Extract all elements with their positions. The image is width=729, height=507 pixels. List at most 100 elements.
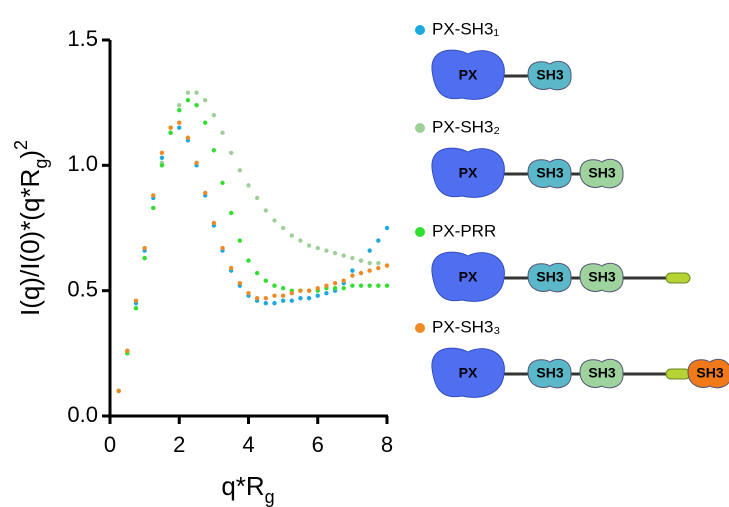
domain-label: SH3 [536, 269, 563, 285]
x-tick-label: 2 [173, 432, 185, 457]
data-point [350, 273, 355, 278]
sh3-domain [579, 158, 624, 189]
data-point [315, 245, 320, 251]
domain-label: SH3 [696, 365, 723, 381]
data-point [194, 90, 199, 95]
data-point [185, 135, 191, 140]
x-tick-label: 4 [242, 432, 254, 457]
data-point [177, 102, 182, 108]
data-point [350, 268, 355, 273]
data-point [324, 283, 329, 288]
data-point [341, 285, 346, 291]
data-point [263, 301, 269, 306]
data-point [367, 248, 372, 253]
data-point [228, 210, 234, 216]
y-tick-label: 1.0 [67, 151, 98, 176]
data-point [151, 205, 156, 211]
data-point [341, 278, 346, 283]
legend-label: PX-SH3₃ [432, 317, 500, 336]
data-point [228, 150, 234, 155]
data-point [168, 130, 173, 135]
data-point [332, 280, 338, 286]
data-point [133, 298, 139, 303]
x-axis-label-part: g [265, 487, 275, 507]
data-point [384, 225, 390, 231]
legend-marker [415, 25, 425, 35]
y-axis-label-part: 2 [11, 140, 31, 150]
data-point [280, 293, 286, 298]
data-point [306, 288, 312, 293]
data-point [332, 250, 338, 256]
data-point [211, 220, 217, 226]
data-point [367, 260, 372, 266]
x-tick-label: 6 [312, 432, 324, 457]
domain-label: PX [459, 165, 478, 181]
data-point [384, 263, 390, 268]
data-point [142, 245, 147, 251]
domain-label: SH3 [588, 365, 615, 381]
data-point [237, 280, 243, 286]
legend-marker [415, 123, 425, 133]
sh3-domain [527, 358, 572, 389]
data-point [254, 295, 260, 301]
legend-label: PX-PRR [432, 221, 496, 240]
px-domain [431, 49, 505, 100]
data-point [263, 208, 269, 213]
prr-motif [665, 368, 691, 380]
data-point [151, 193, 156, 198]
data-point [159, 163, 165, 168]
domain-label: PX [459, 269, 478, 285]
data-point [194, 160, 199, 166]
data-point [384, 283, 390, 288]
data-point [237, 238, 243, 243]
data-point [358, 258, 364, 263]
data-point [272, 301, 277, 306]
y-tick-label: 0.0 [67, 402, 98, 427]
data-point [315, 285, 320, 291]
data-point [185, 90, 191, 95]
data-point [211, 148, 217, 153]
y-tick-label: 0.5 [67, 276, 98, 301]
y-axis-label-part: I(q)/I(0)*(q*R [15, 169, 45, 316]
data-point [203, 97, 208, 103]
data-point [220, 130, 225, 135]
domain-label: SH3 [536, 165, 563, 181]
data-point [125, 348, 130, 354]
x-axis-label-part: q*R [221, 471, 264, 501]
data-point [177, 107, 182, 113]
domain-label: SH3 [588, 269, 615, 285]
data-point [177, 125, 182, 130]
data-point [116, 388, 121, 394]
data-point [298, 288, 303, 293]
sh3-domain [527, 262, 572, 293]
data-point [220, 245, 225, 251]
data-point [280, 225, 286, 231]
data-point [298, 238, 303, 243]
data-point [358, 283, 364, 288]
data-point [280, 298, 286, 303]
data-point [142, 255, 147, 261]
data-point [324, 248, 329, 253]
data-point [159, 155, 165, 161]
domain-label: SH3 [588, 165, 615, 181]
data-point [254, 270, 260, 276]
data-point [185, 97, 191, 103]
data-point [376, 265, 381, 271]
px-domain [431, 251, 505, 302]
data-point [272, 293, 277, 298]
data-point [350, 283, 355, 288]
data-point [341, 253, 346, 258]
px-domain [431, 347, 505, 398]
data-point [228, 265, 234, 271]
domain-label: PX [459, 365, 478, 381]
data-point [306, 295, 312, 301]
sh3-domain [527, 60, 572, 91]
x-axis-label: q*Rg [221, 471, 274, 507]
sh3-domain [579, 358, 624, 389]
data-point [246, 258, 251, 263]
x-tick-label: 0 [104, 432, 116, 457]
data-point [203, 190, 208, 196]
legend-marker [415, 227, 425, 237]
y-axis-label-part: ) [15, 150, 45, 159]
data-point [237, 168, 243, 173]
